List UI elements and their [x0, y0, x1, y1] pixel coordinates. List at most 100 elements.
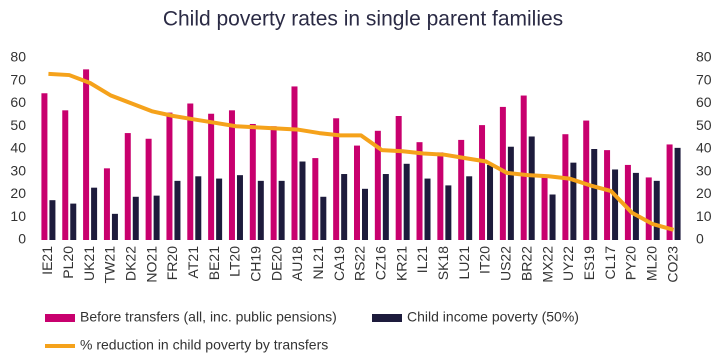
legend-swatch [372, 314, 402, 322]
bar [382, 174, 389, 240]
x-tick-label: CA19 [331, 246, 347, 281]
x-tick-label: IE21 [39, 246, 55, 275]
x-tick-label: AT21 [185, 246, 201, 279]
bar [528, 136, 535, 240]
y-tick-label: 70 [10, 71, 26, 87]
bar [62, 110, 69, 240]
y-tick-label: 40 [10, 140, 26, 156]
x-tick-label: SK18 [435, 246, 451, 280]
bar [499, 106, 506, 240]
bar [479, 125, 486, 240]
bar [333, 118, 340, 240]
x-tick-label: US22 [498, 246, 514, 281]
x-tick-label: ES19 [581, 246, 597, 280]
y-tick-label: 0 [18, 231, 26, 247]
x-tick-label: DE20 [268, 246, 284, 281]
bar [124, 133, 131, 240]
x-tick-label: KR21 [393, 246, 409, 281]
bar [591, 149, 598, 240]
bar [195, 176, 202, 240]
bar [354, 145, 360, 240]
bar [507, 146, 514, 240]
x-tick-label: LU21 [456, 246, 472, 280]
bar [520, 95, 527, 240]
bar [362, 188, 368, 240]
x-tick-label: IL21 [414, 246, 430, 273]
legend-label: Before transfers (all, inc. public pensi… [80, 309, 337, 325]
x-tick-label: NO21 [143, 246, 159, 283]
bar [187, 103, 194, 240]
bar [236, 175, 243, 240]
bar [257, 180, 264, 240]
bar [70, 203, 77, 240]
x-tick-label: CO23 [664, 246, 680, 283]
bar [562, 134, 569, 240]
bar [549, 194, 556, 240]
x-tick-label: CZ16 [373, 246, 389, 280]
bar [312, 158, 319, 240]
y2-tick-label: 40 [696, 140, 712, 156]
bar [604, 150, 611, 240]
x-tick-label: IT20 [477, 246, 493, 274]
legend-label: Child income poverty (50%) [407, 309, 579, 325]
x-tick-label: AU18 [289, 246, 305, 281]
bar [424, 178, 431, 240]
bar [291, 86, 298, 240]
bar [583, 120, 590, 240]
y-tick-label: 10 [10, 208, 26, 224]
bar [445, 185, 452, 240]
bar [83, 69, 90, 240]
bar [458, 139, 465, 240]
x-tick-label: ML20 [643, 246, 659, 281]
bar [666, 144, 673, 240]
bar [111, 213, 118, 240]
y-tick-label: 60 [10, 94, 26, 110]
bar [416, 142, 423, 240]
bar [437, 152, 444, 240]
bar [487, 164, 494, 240]
bar [403, 163, 410, 240]
y2-tick-label: 80 [696, 49, 712, 65]
y2-tick-label: 50 [696, 117, 712, 133]
x-tick-label: NL21 [310, 246, 326, 280]
bar [249, 123, 256, 240]
x-tick-label: UY22 [560, 246, 576, 281]
y-tick-label: 30 [10, 162, 26, 178]
bar [216, 178, 223, 240]
bar [395, 116, 402, 240]
bar [645, 177, 652, 240]
x-tick-label: FR20 [164, 246, 180, 280]
bar [374, 130, 381, 240]
bar [299, 161, 306, 240]
bar [41, 93, 48, 240]
x-tick-label: CL17 [602, 246, 618, 280]
y-tick-label: 50 [10, 117, 26, 133]
x-tick-label: BE21 [206, 246, 222, 280]
y2-tick-label: 60 [696, 94, 712, 110]
bar [466, 176, 473, 240]
x-tick-label: TW21 [102, 246, 118, 284]
bar [103, 168, 110, 240]
x-tick-label: UK21 [81, 246, 97, 281]
bar [612, 169, 619, 240]
y2-tick-label: 10 [696, 208, 712, 224]
bar [145, 138, 152, 240]
x-tick-label: MX22 [539, 246, 555, 283]
y2-tick-label: 30 [696, 162, 712, 178]
bar [278, 180, 285, 240]
legend-label: % reduction in child poverty by transfer… [80, 337, 328, 353]
x-tick-label: CH19 [248, 246, 264, 282]
x-tick-label: BR22 [518, 246, 534, 281]
bar [653, 180, 660, 240]
bar [49, 200, 56, 240]
bar [570, 162, 577, 240]
bar [541, 177, 548, 240]
bar [632, 172, 639, 240]
x-tick-label: DK22 [122, 246, 138, 281]
x-tick-label: PL20 [60, 246, 76, 279]
legend-swatch [45, 314, 75, 322]
x-tick-label: RS22 [352, 246, 368, 281]
bar [674, 147, 681, 240]
chart-title: Child poverty rates in single parent fam… [163, 8, 563, 31]
